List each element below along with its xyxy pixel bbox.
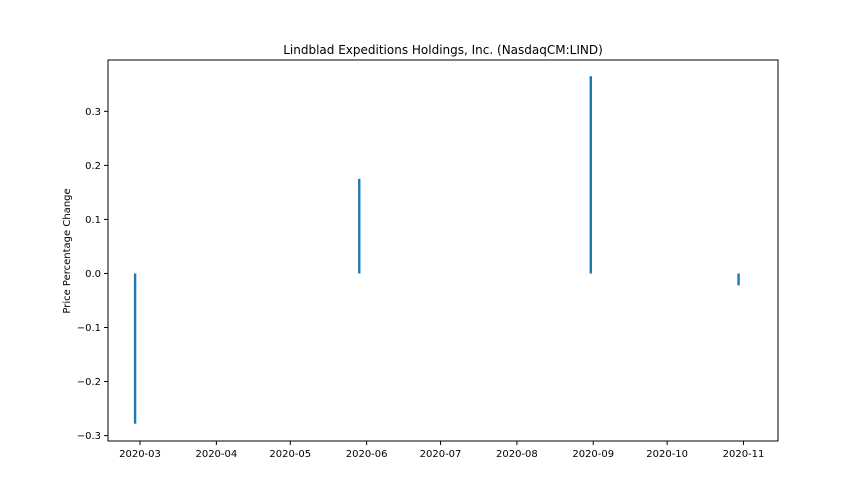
x-tick-label-2: 2020-05 [269, 449, 311, 460]
x-axis: 2020-03 2020-04 2020-05 2020-06 2020-07 2020-… [119, 441, 764, 460]
x-tick-label-0: 2020-03 [119, 449, 161, 460]
bar-3 [737, 273, 740, 286]
y-tick-label-3: 0.0 [85, 269, 101, 280]
x-tick-label-6: 2020-09 [572, 449, 614, 460]
plot-area [107, 59, 779, 442]
y-axis-label: Price Percentage Change [62, 188, 73, 313]
y-tick-label-0: −0.3 [77, 431, 101, 442]
bar-0 [133, 273, 137, 424]
y-tick-label-6: 0.3 [85, 107, 101, 118]
x-tick-label-3: 2020-06 [346, 449, 388, 460]
y-tick-label-5: 0.2 [85, 161, 101, 172]
x-tick-label-5: 2020-08 [496, 449, 538, 460]
bar-1 [358, 178, 361, 274]
x-tick-label-7: 2020-10 [646, 449, 688, 460]
y-tick-label-4: 0.1 [85, 215, 101, 226]
x-tick-label-4: 2020-07 [420, 449, 462, 460]
x-tick-label-1: 2020-04 [195, 449, 237, 460]
y-tick-label-2: −0.1 [77, 323, 101, 334]
x-tick-label-8: 2020-11 [723, 449, 765, 460]
bar-2 [589, 76, 592, 274]
chart-title: Lindblad Expeditions Holdings, Inc. (Nas… [283, 43, 603, 57]
bars-group [133, 76, 740, 424]
y-axis: −0.3 −0.2 −0.1 0.0 0.1 0.2 0.3 [77, 107, 108, 442]
y-tick-label-1: −0.2 [77, 377, 101, 388]
